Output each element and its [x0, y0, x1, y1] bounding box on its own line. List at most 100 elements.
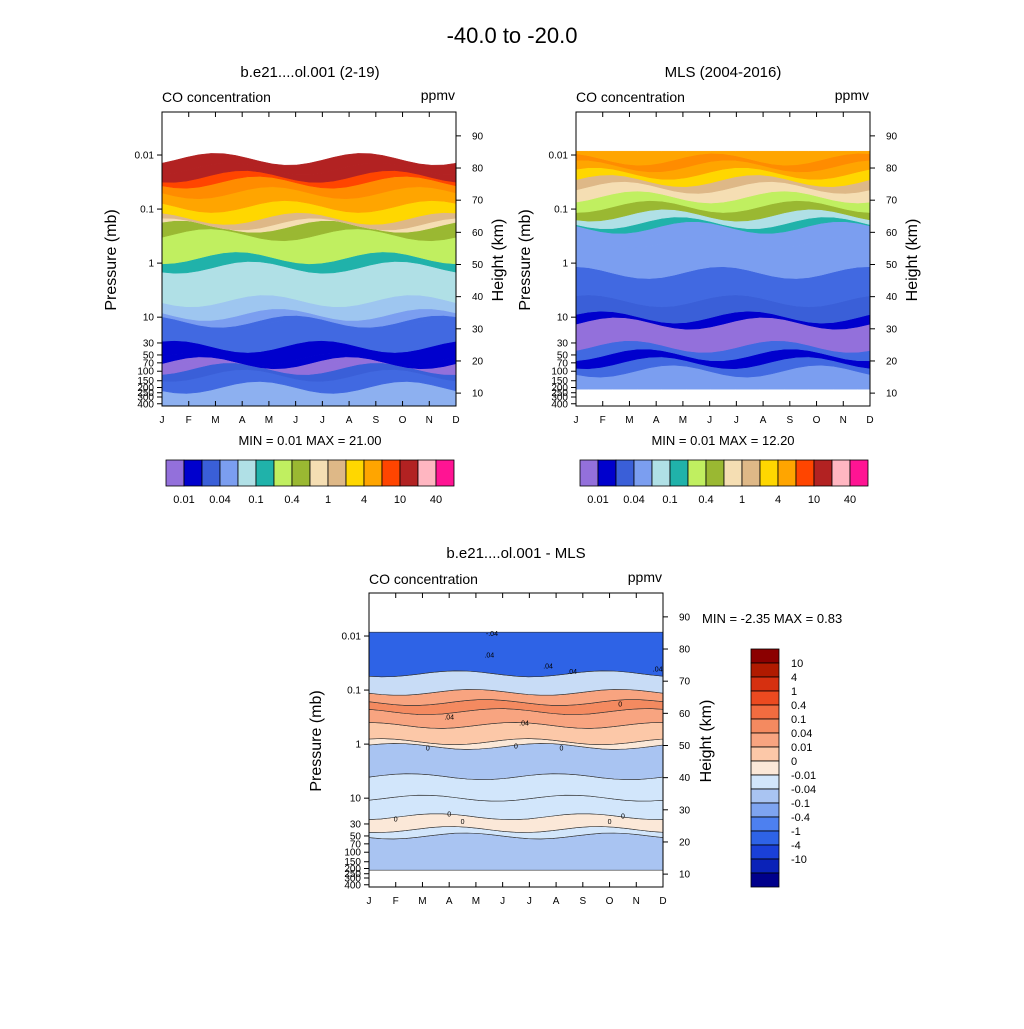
x-tick-label: O: [606, 896, 614, 907]
height-tick-label: 60: [679, 709, 691, 720]
y-tick-label: 30: [143, 338, 155, 349]
panel-model-frame: [161, 111, 457, 407]
colorbar-label: 0.4: [791, 700, 806, 712]
x-tick-label: J: [500, 896, 505, 907]
y-tick-label: 10: [350, 794, 362, 805]
colorbar-swatch: [750, 802, 780, 818]
panel-diff-summary: MIN = -2.35 MAX = 0.83: [702, 611, 842, 626]
y-tick-label: 300: [551, 393, 568, 404]
x-tick-label: A: [346, 415, 353, 426]
colorbar-label: 0.1: [248, 494, 263, 506]
colorbar-swatch: [381, 459, 401, 487]
height-tick-label: 90: [679, 612, 691, 623]
colorbar-label: 0.01: [587, 494, 608, 506]
panel-mls-ylabel: Pressure (mb): [517, 209, 534, 310]
x-tick-label: M: [265, 415, 273, 426]
colorbar-swatch: [750, 676, 780, 692]
colorbar-swatch: [219, 459, 239, 487]
x-tick-label: A: [446, 896, 453, 907]
panel-diff-contour-label: .04: [653, 666, 663, 673]
panel-model-units: ppmv: [421, 87, 455, 103]
panel-diff-contour-label: .04: [543, 664, 553, 671]
height-tick-label: 10: [679, 870, 691, 881]
x-tick-label: J: [707, 415, 712, 426]
y-tick-label: 100: [344, 848, 361, 859]
panel-diff-contour-label: 0: [621, 814, 625, 821]
plot-layer: J F M A M J J A S O N D0.010.1110305070100150200250…: [135, 111, 898, 907]
colorbar-swatch: [669, 459, 689, 487]
y-tick-label: 0.01: [135, 151, 155, 162]
colorbar-swatch: [750, 704, 780, 720]
y-tick-label: 50: [557, 350, 569, 361]
x-tick-label: M: [625, 415, 633, 426]
x-tick-label: O: [399, 415, 407, 426]
colorbar-swatch: [813, 459, 833, 487]
x-tick-label: A: [239, 415, 246, 426]
panel-diff-contour-label: 0: [394, 816, 398, 823]
y-tick-label: 50: [143, 350, 155, 361]
colorbar-label: 10: [394, 494, 406, 506]
height-tick-label: 70: [679, 677, 691, 688]
colorbar-label: 0.1: [791, 714, 806, 726]
colorbar-swatch: [831, 459, 851, 487]
colorbar-label: -4: [791, 840, 801, 852]
colorbar-swatch: [327, 459, 347, 487]
colorbar-swatch: [777, 459, 797, 487]
x-tick-label: J: [574, 415, 579, 426]
colorbar-swatch: [750, 662, 780, 678]
panel-model-ylabel-right: Height (km): [490, 219, 507, 302]
y-tick-label: 200: [551, 383, 568, 394]
x-tick-label: S: [786, 415, 793, 426]
height-tick-label: 50: [679, 741, 691, 752]
colorbar-swatch: [417, 459, 437, 487]
colorbar-label: 4: [361, 494, 367, 506]
y-tick-label: 0.1: [347, 686, 361, 697]
colorbar-swatch: [750, 830, 780, 846]
y-tick-label: 10: [557, 313, 569, 324]
panel-diff-plot: 0 0 0 0 0 0 0 0 .04 .04 .04 .04 .04 .04 0 -.04 J F M A M J J A S…: [342, 592, 691, 907]
panel-diff-contour-label: 0: [426, 745, 430, 752]
x-tick-label: O: [813, 415, 821, 426]
panel-mls-frame: [575, 111, 871, 407]
height-tick-label: 20: [472, 356, 484, 367]
x-tick-label: J: [320, 415, 325, 426]
height-tick-label: 20: [679, 837, 691, 848]
height-tick-label: 30: [679, 805, 691, 816]
x-tick-label: F: [186, 415, 192, 426]
y-tick-label: 0.01: [342, 632, 362, 643]
x-tick-label: N: [633, 896, 640, 907]
colorbar-label: 40: [430, 494, 442, 506]
x-tick-label: D: [866, 415, 873, 426]
panel-diff-contour-label: 0: [559, 745, 563, 752]
colorbar-swatch: [237, 459, 257, 487]
panel-diff-contour-label: 0: [608, 819, 612, 826]
y-tick-label: 70: [143, 358, 155, 369]
height-tick-label: 70: [472, 196, 484, 207]
x-tick-label: J: [367, 896, 372, 907]
panel-diff-contour-label: .04: [567, 669, 577, 676]
x-tick-label: J: [527, 896, 532, 907]
colorbar-swatch: [363, 459, 383, 487]
colorbar-swatch: [201, 459, 221, 487]
x-tick-label: A: [653, 415, 660, 426]
height-tick-label: 90: [886, 131, 898, 142]
y-tick-label: 1: [148, 259, 154, 270]
x-tick-label: F: [600, 415, 606, 426]
x-tick-label: A: [760, 415, 767, 426]
colorbar-swatch: [750, 872, 780, 888]
height-tick-label: 80: [679, 645, 691, 656]
colorbar-label: -0.1: [791, 798, 810, 810]
colorbar-label: 0: [791, 756, 797, 768]
panel-diff-ylabel: Pressure (mb): [308, 690, 325, 791]
colorbar-label: 0.04: [623, 494, 644, 506]
y-tick-label: 0.1: [140, 205, 154, 216]
height-tick-label: 30: [886, 324, 898, 335]
x-tick-label: F: [393, 896, 399, 907]
y-tick-label: 200: [344, 864, 361, 875]
panel-mls-units: ppmv: [835, 87, 869, 103]
colorbar-swatch: [750, 760, 780, 776]
colorbar-label: 0.1: [662, 494, 677, 506]
colorbar-swatch: [399, 459, 419, 487]
y-tick-label: 100: [137, 367, 154, 378]
